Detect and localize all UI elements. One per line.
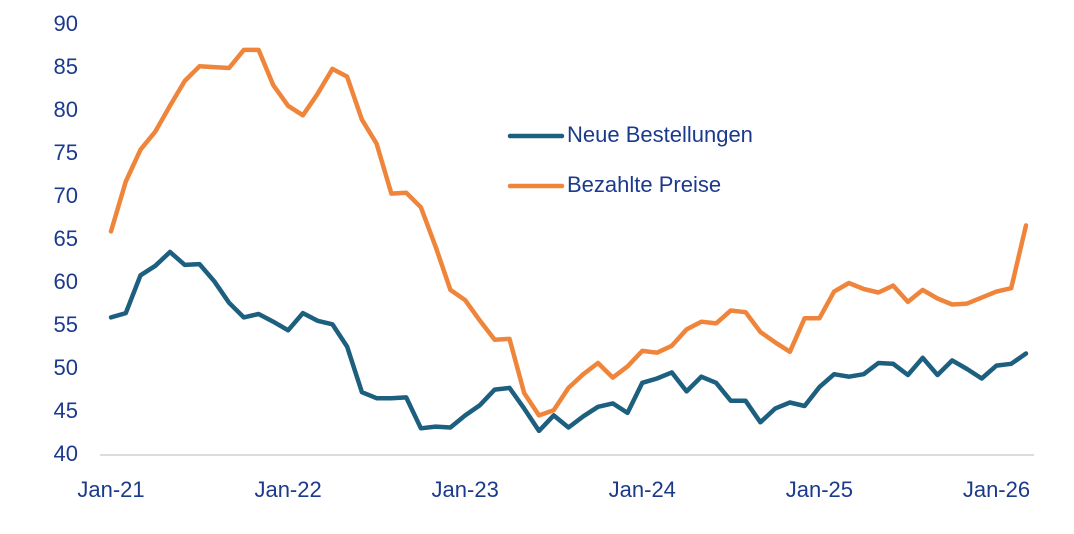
- y-tick-label: 90: [54, 11, 78, 36]
- y-tick-label: 85: [54, 54, 78, 79]
- y-tick-label: 50: [54, 355, 78, 380]
- y-tick-label: 55: [54, 312, 78, 337]
- y-tick-label: 80: [54, 97, 78, 122]
- series-line: [108, 249, 1029, 434]
- x-tick-label: Jan-24: [609, 477, 676, 502]
- y-tick-label: 75: [54, 140, 78, 165]
- x-tick-label: Jan-21: [77, 477, 144, 502]
- x-tick-label: Jan-26: [963, 477, 1030, 502]
- y-tick-label: 65: [54, 226, 78, 251]
- x-tick-label: Jan-25: [786, 477, 853, 502]
- legend-label: Neue Bestellungen: [567, 122, 753, 147]
- y-tick-label: 40: [54, 441, 78, 466]
- y-tick-label: 60: [54, 269, 78, 294]
- series-line: [108, 47, 1029, 418]
- y-tick-label: 45: [54, 398, 78, 423]
- y-tick-label: 70: [54, 183, 78, 208]
- legend-label: Bezahlte Preise: [567, 172, 721, 197]
- x-tick-label: Jan-23: [432, 477, 499, 502]
- x-tick-label: Jan-22: [254, 477, 321, 502]
